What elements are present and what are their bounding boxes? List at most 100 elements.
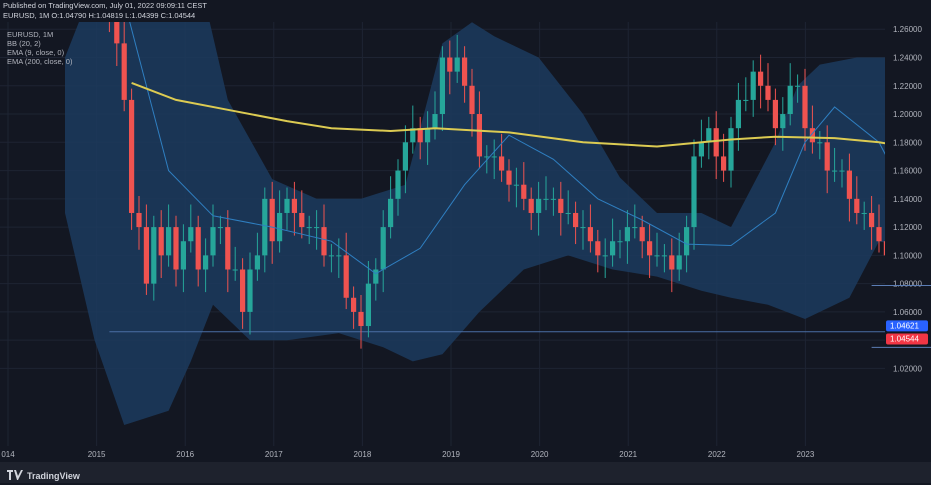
price-tag-label: 1.04544 (890, 334, 919, 343)
y-tick-label: 1.02000 (893, 364, 922, 373)
tradingview-brand: TradingView (27, 471, 80, 481)
candle-body (876, 227, 882, 242)
x-tick-label: 2015 (88, 450, 106, 459)
candle-body (240, 269, 246, 312)
candle-body (610, 241, 616, 256)
candle-body (824, 142, 830, 171)
candle-body (277, 212, 283, 242)
candle-body (358, 311, 364, 327)
plot-layer (65, 22, 885, 425)
candle-body (143, 227, 149, 284)
price-chart[interactable]: 1.280001.260001.240001.220001.200001.180… (0, 22, 931, 462)
x-tick-label: 014 (1, 450, 15, 459)
x-tick-label: 2019 (442, 450, 460, 459)
candle-body (203, 255, 209, 270)
legend-bb[interactable]: BB (20, 2) (7, 39, 41, 48)
legend-ema9[interactable]: EMA (9, close, 0) (7, 48, 65, 57)
candle-body (869, 212, 875, 228)
candle-body (151, 227, 157, 284)
candle-body (817, 142, 823, 144)
candle-body (217, 227, 223, 229)
candle-body (513, 184, 519, 186)
candle-body (462, 57, 468, 86)
header-bar: Published on TradingView.com, July 01, 2… (0, 0, 931, 22)
ohlc-readout: EURUSD, 1M O:1.04790 H:1.04819 L:1.04399… (3, 11, 196, 20)
y-tick-label: 1.22000 (893, 82, 922, 91)
candle-body (180, 241, 186, 270)
published-text: Published on TradingView.com, July 01, 2… (3, 1, 208, 10)
price-tag-label: 1.04621 (890, 321, 919, 330)
candle-body (158, 227, 164, 256)
candle-body (624, 227, 630, 242)
x-tick-label: 2020 (531, 450, 549, 459)
candle-body (735, 99, 741, 129)
candle-body (528, 198, 534, 213)
candle-body (661, 255, 667, 257)
candle-body (188, 227, 194, 242)
candle-body (750, 71, 756, 100)
candle-body (698, 142, 704, 157)
candle-body (314, 227, 320, 229)
candle-body (343, 255, 349, 298)
candle-body (617, 241, 623, 243)
candle-body (210, 227, 216, 256)
candle-body (676, 255, 682, 270)
candle-body (632, 227, 638, 229)
legend-ema200[interactable]: EMA (200, close, 0) (7, 57, 73, 66)
candle-body (395, 170, 401, 199)
candle-body (380, 227, 386, 270)
candle-body (484, 156, 490, 158)
candle-body (299, 212, 305, 228)
ema9-line (129, 22, 885, 275)
tradingview-logo[interactable]: TradingView (7, 467, 80, 485)
candle-body (402, 142, 408, 171)
candle-body (832, 170, 838, 172)
candle-body (573, 212, 579, 228)
x-tick-label: 2022 (708, 450, 726, 459)
candle-body (639, 227, 645, 242)
tradingview-logo-icon (7, 467, 23, 485)
candle-body (846, 170, 852, 199)
candle-body (328, 255, 334, 257)
candle-body (543, 198, 549, 200)
candle-body (447, 57, 453, 72)
candle-body (728, 128, 734, 171)
candle-body (247, 269, 253, 312)
candle-body (336, 255, 342, 257)
candle-body (536, 198, 542, 213)
y-tick-label: 1.06000 (893, 308, 922, 317)
candle-body (550, 198, 556, 200)
candle-body (684, 227, 690, 256)
bollinger-band (65, 22, 885, 425)
candle-body (291, 198, 297, 213)
candle-body (269, 198, 275, 242)
candle-body (795, 85, 801, 87)
candle-body (521, 184, 527, 199)
candle-body (506, 170, 512, 185)
candle-body (321, 227, 327, 256)
candle-body (491, 156, 497, 158)
candle-body (114, 22, 120, 44)
candle-body (706, 128, 712, 143)
footer-bar: TradingView (0, 462, 931, 483)
x-tick-label: 2023 (797, 450, 815, 459)
candle-body (373, 269, 379, 284)
candle-body (647, 241, 653, 256)
candle-body (129, 99, 135, 213)
candle-body (469, 85, 475, 115)
candle-body (195, 227, 201, 270)
candle-body (854, 198, 860, 213)
candle-body (758, 71, 764, 86)
y-tick-label: 1.10000 (893, 251, 922, 260)
candle-body (388, 198, 394, 228)
candle-body (802, 85, 808, 129)
candle-body (787, 85, 793, 115)
candle-body (809, 128, 815, 143)
ema200-line (131, 81, 885, 148)
price-tag (886, 333, 928, 345)
candle-body (173, 227, 179, 270)
candle-body (883, 241, 885, 256)
y-tick-label: 1.26000 (893, 25, 922, 34)
x-tick-label: 2017 (265, 450, 283, 459)
candle-body (225, 227, 231, 270)
